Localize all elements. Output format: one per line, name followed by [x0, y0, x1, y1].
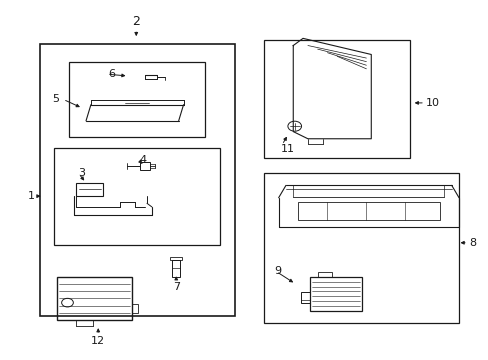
- Text: 5: 5: [52, 94, 59, 104]
- Text: 6: 6: [108, 69, 115, 79]
- Text: 1: 1: [28, 191, 35, 201]
- Bar: [76, 183, 103, 196]
- Text: 2: 2: [132, 15, 140, 28]
- Text: 3: 3: [78, 168, 84, 178]
- Bar: [310, 277, 361, 311]
- Bar: [172, 260, 180, 277]
- Bar: [264, 40, 409, 158]
- Text: 9: 9: [274, 266, 281, 276]
- Text: 7: 7: [172, 282, 180, 292]
- Text: 4: 4: [140, 155, 146, 165]
- Bar: [54, 148, 220, 244]
- Text: 10: 10: [425, 98, 439, 108]
- Bar: [170, 257, 182, 260]
- Bar: [132, 304, 138, 313]
- Bar: [264, 173, 458, 323]
- Text: 12: 12: [91, 336, 105, 346]
- Bar: [300, 292, 310, 303]
- Bar: [57, 277, 132, 320]
- Bar: [317, 272, 331, 277]
- Bar: [69, 62, 205, 137]
- Text: 8: 8: [468, 238, 475, 248]
- Text: 11: 11: [281, 144, 294, 154]
- Bar: [140, 162, 150, 170]
- Bar: [40, 44, 234, 316]
- Bar: [298, 202, 439, 220]
